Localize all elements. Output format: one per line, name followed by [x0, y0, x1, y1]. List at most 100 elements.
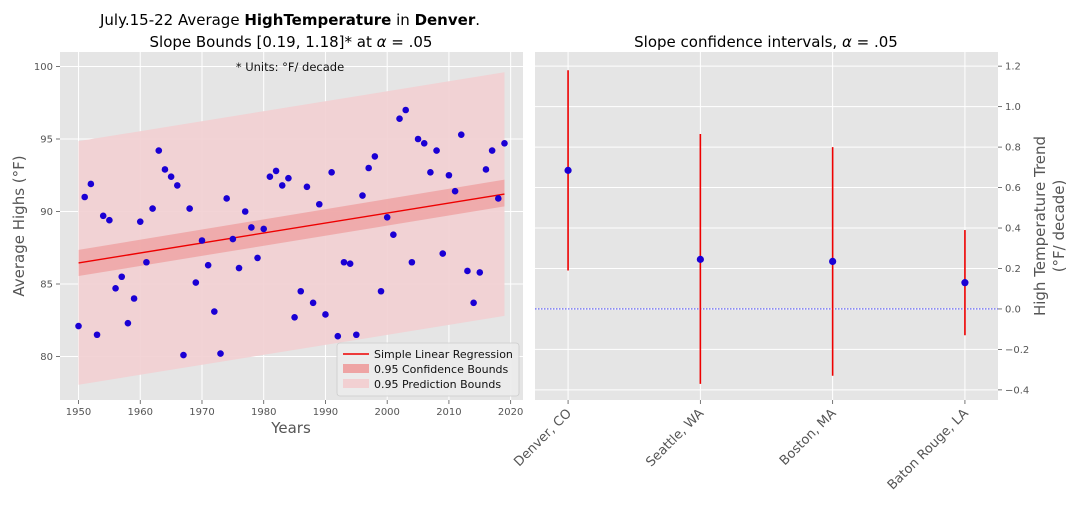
estimate-point: [829, 257, 837, 266]
data-point: [390, 231, 397, 238]
right-y-tick-label: 0.6: [1005, 183, 1021, 194]
data-point: [130, 295, 138, 302]
data-point: [464, 267, 471, 275]
data-point: [383, 214, 391, 221]
data-point: [322, 311, 329, 318]
left-y-ticks: 80 85 90 95 100: [34, 62, 60, 363]
data-point: [211, 308, 218, 315]
data-point: [402, 106, 410, 114]
right-y-tick-label: 0.2: [1005, 264, 1021, 275]
data-point: [260, 225, 268, 233]
legend-prediction-swatch: [343, 379, 369, 388]
left-y-axis-label: Average Highs (°F): [10, 155, 28, 296]
data-point: [328, 169, 335, 176]
data-point: [186, 205, 193, 212]
data-point: [377, 287, 385, 295]
data-point: [488, 147, 496, 154]
legend-label-prediction: 0.95 Prediction Bounds: [374, 378, 501, 391]
data-point: [285, 174, 292, 182]
data-point: [241, 208, 249, 215]
left-x-ticks: 1950 1960 1970 1980 1990 2000 2010 2020: [66, 400, 523, 418]
legend-label-regression: Simple Linear Regression: [374, 348, 513, 361]
data-point: [235, 264, 243, 272]
data-point: [87, 180, 95, 188]
right-y-tick-label: −0.2: [1005, 345, 1029, 356]
scatter-points: [75, 106, 508, 359]
data-point: [495, 195, 502, 202]
right-y-tick-label: −0.4: [1005, 385, 1029, 396]
data-point: [223, 195, 230, 202]
left-x-tick-label: 2000: [374, 407, 399, 418]
units-annotation: * Units: °F/ decade: [236, 60, 344, 74]
data-point: [433, 147, 440, 154]
data-point: [229, 235, 237, 243]
data-point: [482, 166, 490, 173]
data-point: [93, 331, 101, 339]
left-y-tick-label: 90: [40, 207, 53, 218]
data-point: [427, 169, 434, 176]
data-point: [167, 173, 175, 180]
data-point: [173, 182, 181, 189]
left-x-tick-label: 2020: [498, 407, 523, 418]
confidence-intervals: [564, 70, 969, 384]
data-point: [408, 258, 416, 266]
data-point: [278, 182, 286, 189]
data-point: [359, 192, 366, 199]
right-y-tick-label: 0.0: [1005, 304, 1021, 315]
data-point: [180, 351, 187, 359]
left-x-tick-label: 2010: [436, 407, 461, 418]
left-x-axis-label: Years: [270, 419, 311, 437]
data-point: [297, 287, 305, 295]
data-point: [99, 212, 107, 220]
left-title-line2: Slope Bounds [0.19, 1.18]* at α = .05: [150, 33, 433, 51]
data-point: [371, 153, 379, 160]
data-point: [457, 131, 465, 138]
data-point: [451, 187, 459, 195]
estimate-point: [961, 279, 969, 287]
right-y-tick-label: 1.2: [1005, 62, 1021, 73]
left-y-tick-label: 100: [34, 62, 53, 73]
left-y-tick-label: 85: [40, 280, 53, 291]
left-y-tick-label: 80: [40, 352, 53, 363]
data-point: [334, 332, 342, 340]
left-x-tick-label: 1960: [128, 407, 153, 418]
left-x-tick-label: 1980: [251, 407, 276, 418]
data-point: [204, 261, 212, 269]
data-point: [136, 218, 144, 225]
data-point: [303, 183, 311, 191]
right-y-axis-label-line1: High Temperature Trend: [1031, 136, 1049, 316]
data-point: [291, 314, 298, 321]
data-point: [75, 322, 82, 330]
regression-line: [78, 193, 505, 264]
estimate-point: [564, 166, 572, 174]
left-x-tick-label: 1990: [313, 407, 338, 418]
legend-box: [336, 342, 520, 397]
data-point: [106, 216, 113, 224]
right-y-tick-label: 0.4: [1005, 224, 1021, 235]
right-y-axis-label-line2: (°F/ decade): [1050, 180, 1068, 273]
estimate-point: [696, 255, 704, 263]
data-point: [396, 115, 403, 122]
data-point: [476, 269, 484, 276]
data-point: [365, 164, 372, 172]
data-point: [414, 135, 422, 143]
data-point: [501, 140, 508, 147]
data-point: [340, 258, 348, 266]
data-point: [266, 173, 274, 180]
confidence-band: [78, 179, 505, 277]
data-point: [149, 205, 156, 212]
legend-label-confidence: 0.95 Confidence Bounds: [374, 363, 509, 376]
data-point: [124, 319, 132, 327]
right-plot-area: [535, 52, 998, 400]
data-point: [217, 350, 224, 357]
left-x-tick-label: 1970: [189, 407, 214, 418]
data-point: [248, 224, 255, 231]
left-title-line1: July.15-22 Average HighTemperature in De…: [99, 11, 480, 29]
right-y-ticks: −0.4 −0.2 0.0 0.2 0.4 0.6 0.8 1.0 1.2: [998, 62, 1029, 396]
data-point: [192, 279, 200, 286]
data-point: [470, 299, 477, 307]
data-point: [155, 147, 163, 154]
left-y-tick-label: 95: [40, 135, 53, 146]
